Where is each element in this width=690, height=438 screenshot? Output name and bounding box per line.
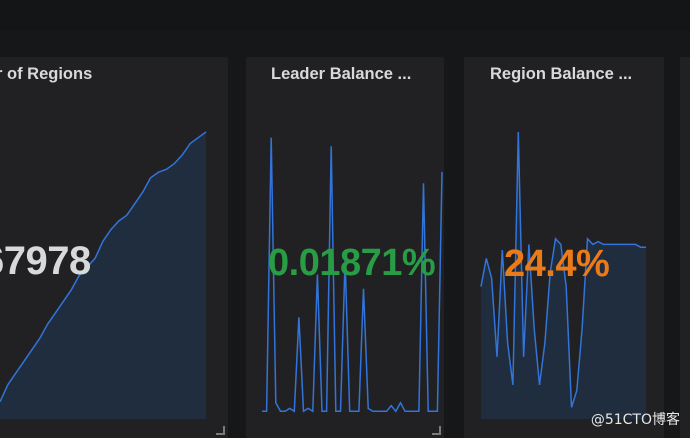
- panel-number-of-regions[interactable]: r of Regions 67978: [0, 57, 228, 438]
- watermark: @51CTO博客: [590, 412, 680, 428]
- sparkline-leader-balance: [262, 137, 443, 413]
- panel-partial-right[interactable]: [680, 57, 690, 438]
- sparkline-number-of-regions: [0, 131, 207, 419]
- stat-value: 67978: [0, 239, 91, 283]
- panel-title: Region Balance ...: [490, 65, 633, 83]
- sparkline-region-balance: [480, 131, 646, 419]
- resize-handle[interactable]: [432, 426, 441, 435]
- panel-region-balance[interactable]: Region Balance ... 24.4%: [464, 57, 664, 438]
- panel-title: Leader Balance ...: [271, 65, 412, 83]
- panel-leader-balance[interactable]: Leader Balance ... 0.01871%: [246, 57, 444, 438]
- resize-handle[interactable]: [216, 426, 225, 435]
- top-bar: [0, 0, 690, 30]
- stat-value: 0.01871%: [268, 242, 436, 284]
- stat-value: 24.4%: [504, 243, 610, 285]
- panel-title: r of Regions: [0, 65, 93, 83]
